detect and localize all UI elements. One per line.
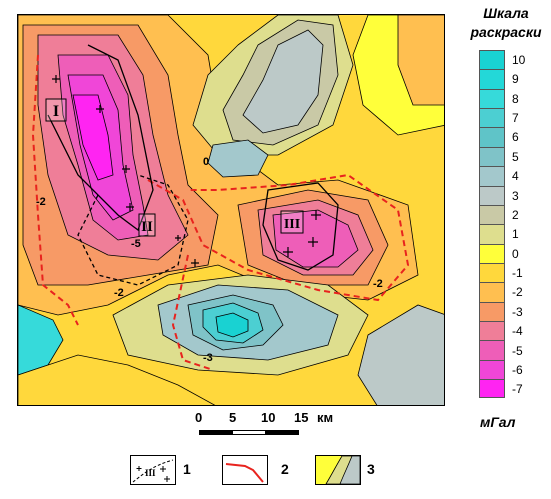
zone-I-label: I: [53, 103, 59, 120]
color-scale-label: 2: [512, 207, 519, 222]
region-minus2-ne: [397, 15, 444, 106]
color-scale-label: 9: [512, 72, 519, 87]
cross-marker: [96, 105, 104, 113]
zone-boundary-icon: III: [132, 459, 174, 483]
km-tick: 15: [294, 410, 309, 425]
color-scale-swatch: [479, 69, 505, 89]
zone-I-box: [45, 98, 67, 122]
cross-marker: [283, 247, 293, 257]
color-scale-label: 8: [512, 91, 519, 106]
zone-I-boundary: [47, 44, 154, 232]
zone-III-boundary: [262, 182, 339, 271]
color-scale-swatch: [479, 166, 505, 186]
color-scale-label: -3: [512, 304, 523, 319]
cross-marker: [311, 210, 321, 220]
region-plus3-north: [242, 29, 324, 134]
red-boundary-line: [31, 54, 410, 371]
color-scale-swatch: [479, 243, 505, 263]
region-plus10-south: [215, 312, 249, 338]
region-plus3-se: [357, 304, 444, 405]
color-scale-swatch: [479, 224, 505, 244]
color-scale-label: 6: [512, 130, 519, 145]
color-scale-swatch: [479, 262, 505, 283]
legend-symbol-3: [315, 455, 361, 485]
color-scale-label: -7: [512, 382, 523, 397]
color-scale-label: 10: [512, 53, 526, 67]
color-scale-swatch: [479, 108, 505, 128]
red-line-icon: [225, 463, 264, 483]
scale-title-line2: раскраски: [470, 24, 542, 40]
zone-III-label: III: [284, 217, 300, 232]
cross-markers: [52, 75, 321, 267]
zone-III-box: [280, 210, 304, 234]
color-scale-label: 4: [512, 169, 519, 184]
legend-symbol-2: [222, 455, 268, 485]
color-scale-swatch: [479, 301, 505, 322]
region-minus1-south: [18, 354, 216, 405]
color-scale-swatch: [479, 50, 505, 70]
km-bar-segment: [232, 430, 266, 435]
cross-marker: [122, 165, 130, 173]
contour-label: -5: [131, 238, 141, 250]
legend-symbol-text: III: [145, 468, 156, 478]
color-scale-label: 5: [512, 149, 519, 164]
legend-symbol-1: III: [130, 455, 176, 485]
km-bar-segment: [199, 430, 233, 435]
zone-II-label: II: [141, 219, 153, 235]
color-scale-label: 7: [512, 111, 519, 126]
scale-title-line1: Шкала: [483, 5, 529, 21]
km-tick: 0: [195, 410, 203, 425]
color-scale-label: -2: [512, 285, 523, 300]
color-scale-label: -5: [512, 343, 523, 358]
contour-label: -2: [36, 196, 46, 208]
gravity-anomaly-map: I II III -2 -2 -2 0: [17, 14, 445, 406]
color-scale-swatch: [479, 88, 505, 109]
contour-label: -3: [203, 352, 213, 364]
cross-marker: [308, 237, 318, 247]
cross-marker: [175, 235, 181, 241]
units-label: мГал: [480, 414, 516, 430]
km-unit: км: [317, 410, 334, 425]
legend-number-1: 1: [183, 461, 191, 477]
color-scale-label: -1: [512, 266, 523, 281]
color-scale-swatch: [479, 204, 505, 225]
color-scale-label: -6: [512, 362, 523, 377]
region-plus8-west: [18, 304, 64, 376]
legend-number-3: 3: [367, 461, 375, 477]
km-bar-segment: [265, 430, 299, 435]
cross-marker: [126, 203, 134, 211]
zone-II-boundary: [77, 174, 189, 286]
color-scale-swatch: [479, 282, 505, 302]
color-scale-swatch: [479, 146, 505, 167]
color-contour-icon: [316, 455, 361, 485]
region-plus4-north: [207, 139, 269, 178]
color-scale-swatch: [479, 379, 505, 399]
km-tick: 10: [261, 410, 276, 425]
region-minus7-west: [72, 94, 114, 181]
color-scale-swatch: [479, 321, 505, 341]
legend-number-2: 2: [281, 461, 289, 477]
color-scale-swatch: [479, 359, 505, 380]
color-scale-swatch: [479, 185, 505, 205]
color-scale-swatch: [479, 127, 505, 147]
region-minus5-east: [272, 209, 359, 268]
color-scale-label: 0: [512, 246, 519, 261]
color-scale-label: -4: [512, 324, 523, 339]
color-scale-swatch: [479, 340, 505, 360]
color-scale-label: 1: [512, 227, 519, 242]
contour-label: -2: [373, 278, 383, 290]
scale-title: Шкала раскраски: [462, 4, 550, 42]
color-scale-label: 3: [512, 188, 519, 203]
contour-labels: -2 -2 -2 0 -5 -3: [36, 156, 383, 364]
zone-II-box: [138, 213, 156, 237]
cross-marker: [52, 75, 60, 83]
contour-label: -2: [114, 287, 124, 299]
color-scale-bar: [479, 50, 505, 399]
contour-label: 0: [203, 156, 209, 168]
km-tick: 5: [229, 410, 237, 425]
cross-marker: [191, 259, 199, 267]
map-canvas: I II III -2 -2 -2 0: [18, 15, 444, 405]
